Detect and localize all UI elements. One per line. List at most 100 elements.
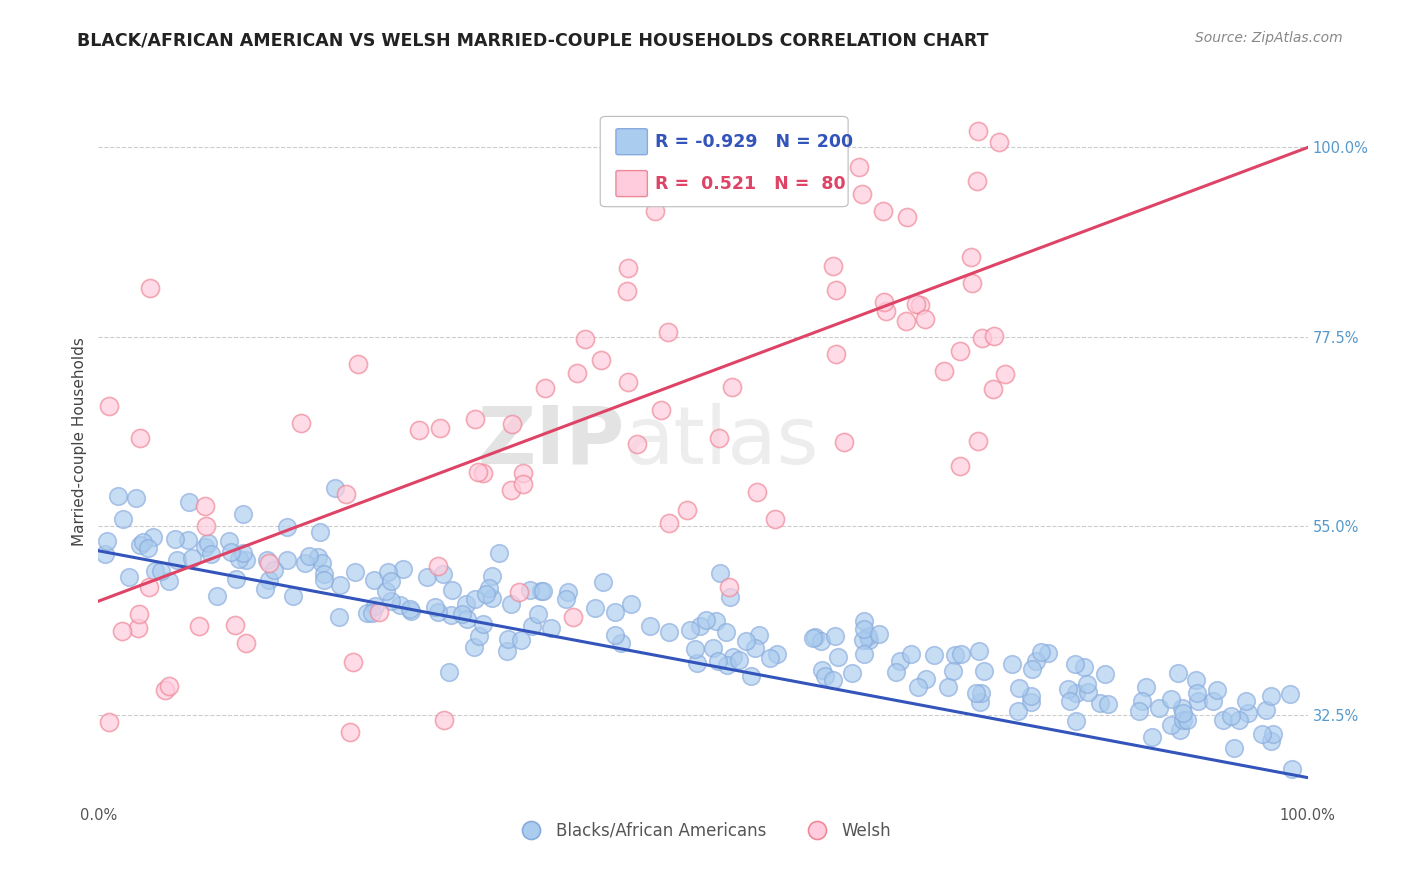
Point xyxy=(388,598,411,612)
Point xyxy=(1007,704,1029,718)
Point xyxy=(1130,694,1153,708)
Point xyxy=(311,557,333,571)
Point xyxy=(94,548,117,562)
Point xyxy=(685,642,707,657)
Point xyxy=(714,624,737,639)
Point xyxy=(873,294,896,309)
Point xyxy=(478,581,501,595)
Point xyxy=(427,558,450,573)
Point xyxy=(886,665,908,679)
Point xyxy=(823,259,845,273)
Point xyxy=(1160,692,1182,706)
Point xyxy=(1234,694,1257,708)
Point xyxy=(224,617,246,632)
Point xyxy=(900,647,922,661)
Point xyxy=(427,606,450,620)
Point xyxy=(1227,713,1250,727)
Point xyxy=(942,665,965,679)
Point xyxy=(415,570,437,584)
Point xyxy=(205,589,228,603)
Point xyxy=(1260,734,1282,748)
Point xyxy=(834,435,856,450)
Point xyxy=(922,648,945,663)
Point xyxy=(810,633,832,648)
FancyBboxPatch shape xyxy=(616,128,647,154)
Point xyxy=(142,530,165,544)
Point xyxy=(527,607,550,622)
Point xyxy=(872,203,894,218)
Point xyxy=(440,582,463,597)
Point xyxy=(1173,706,1195,721)
Point xyxy=(852,647,875,661)
Point xyxy=(1254,703,1277,717)
Legend: Blacks/African Americans, Welsh: Blacks/African Americans, Welsh xyxy=(508,815,898,847)
Point xyxy=(676,503,699,517)
Point xyxy=(960,277,983,291)
Point xyxy=(356,606,378,620)
Point xyxy=(221,545,243,559)
Point xyxy=(709,566,731,581)
Point xyxy=(129,538,152,552)
Point xyxy=(118,570,141,584)
Point xyxy=(232,545,254,559)
Point xyxy=(969,696,991,710)
FancyBboxPatch shape xyxy=(616,170,647,196)
Point xyxy=(679,623,702,637)
Point xyxy=(339,725,361,739)
Point xyxy=(263,563,285,577)
Point xyxy=(467,465,489,479)
Point xyxy=(471,617,494,632)
Point xyxy=(111,624,134,639)
Point xyxy=(499,483,522,498)
Point xyxy=(814,669,837,683)
Point xyxy=(1064,686,1087,700)
Point xyxy=(1202,693,1225,707)
Point xyxy=(368,605,391,619)
Point xyxy=(225,572,247,586)
Point xyxy=(702,640,724,655)
Point xyxy=(967,644,990,658)
Point xyxy=(1171,700,1194,714)
Point xyxy=(408,423,430,437)
Point xyxy=(555,592,578,607)
Point xyxy=(960,250,983,264)
Point xyxy=(218,533,240,548)
Point xyxy=(155,683,177,698)
Point xyxy=(858,633,880,648)
Point xyxy=(464,591,486,606)
Point xyxy=(344,565,367,579)
Point xyxy=(534,380,557,394)
Point xyxy=(1025,654,1047,668)
Text: R = -0.929   N = 200: R = -0.929 N = 200 xyxy=(655,133,853,151)
Text: BLACK/AFRICAN AMERICAN VS WELSH MARRIED-COUPLE HOUSEHOLDS CORRELATION CHART: BLACK/AFRICAN AMERICAN VS WELSH MARRIED-… xyxy=(77,31,988,49)
Point xyxy=(1076,685,1098,699)
Point xyxy=(1076,676,1098,690)
Point xyxy=(801,631,824,645)
Point xyxy=(616,376,638,390)
Point xyxy=(429,421,451,435)
Point xyxy=(451,607,474,622)
Point xyxy=(361,606,384,620)
Point xyxy=(875,303,897,318)
Point xyxy=(706,654,728,668)
Point xyxy=(650,403,672,417)
Point xyxy=(973,664,995,678)
Point xyxy=(112,512,135,526)
Point xyxy=(1057,681,1080,696)
Point xyxy=(456,598,478,612)
Point xyxy=(565,367,588,381)
Point xyxy=(1170,723,1192,737)
Point xyxy=(617,260,640,275)
Point xyxy=(1097,697,1119,711)
Point xyxy=(853,614,876,628)
Point xyxy=(943,648,966,662)
Point xyxy=(195,518,218,533)
Point xyxy=(1001,657,1024,671)
Point xyxy=(689,619,711,633)
Point xyxy=(472,466,495,480)
Point xyxy=(96,533,118,548)
Point xyxy=(803,630,825,644)
Point xyxy=(283,589,305,603)
Point xyxy=(1260,689,1282,703)
Point xyxy=(1263,726,1285,740)
